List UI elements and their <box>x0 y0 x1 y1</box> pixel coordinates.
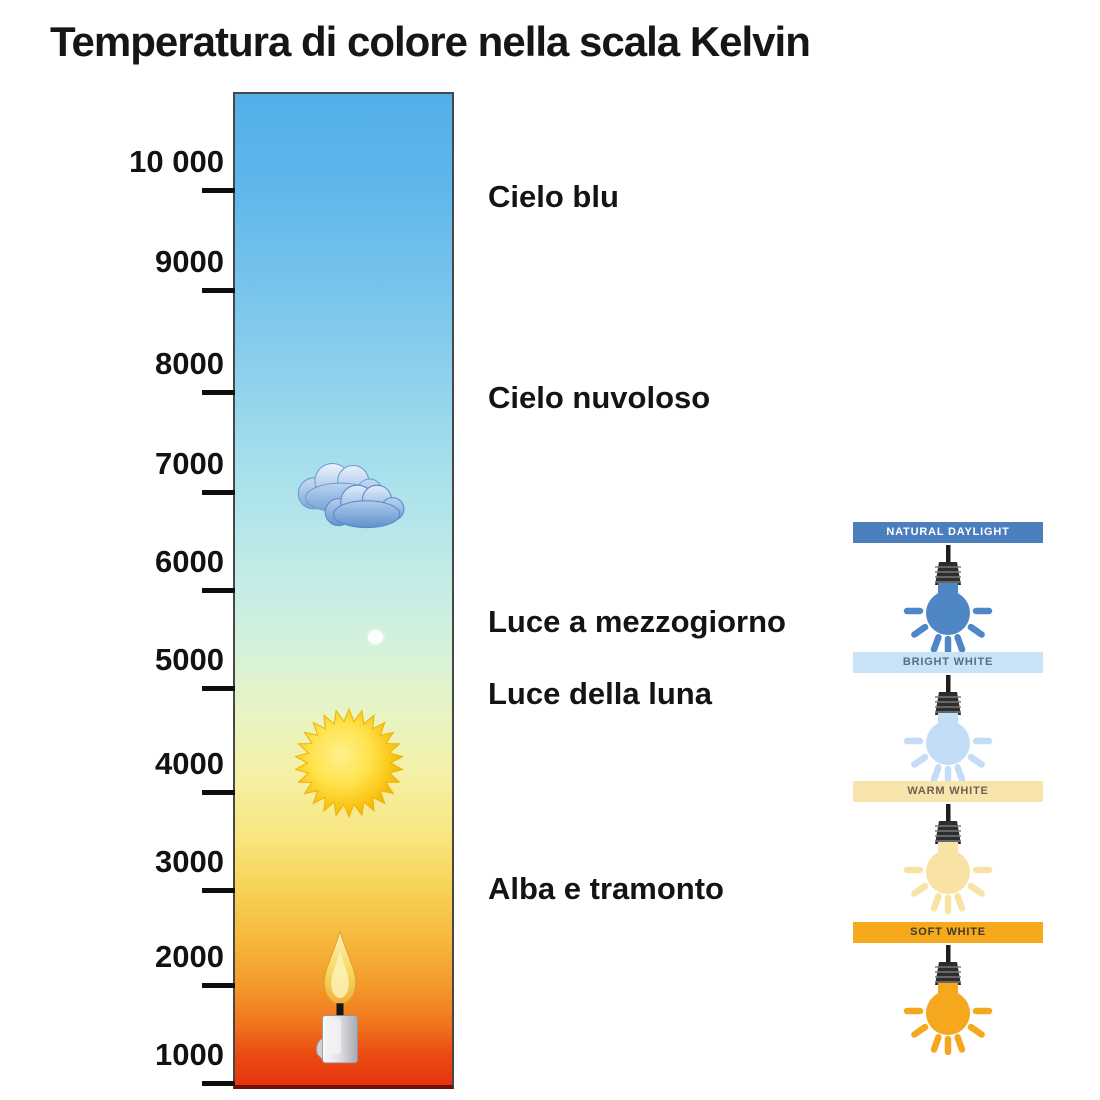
annotation-label: Alba e tramonto <box>488 871 724 906</box>
tick-label: 9000 <box>155 244 224 279</box>
bulb-banner-label: WARM WHITE <box>853 781 1043 802</box>
tick-mark <box>202 390 235 395</box>
bulb-banner-label: BRIGHT WHITE <box>853 652 1043 673</box>
candle-icon <box>316 929 358 1064</box>
tick-mark <box>202 588 235 593</box>
tick-label: 3000 <box>155 844 224 879</box>
bulb-icon <box>853 804 1043 914</box>
annotation-label: Luce a mezzogiorno <box>488 604 786 639</box>
tick-mark <box>202 1081 235 1086</box>
tick-label: 6000 <box>155 544 224 579</box>
tick-mark <box>202 686 235 691</box>
tick-label: 2000 <box>155 939 224 974</box>
bulb-banner-label: NATURAL DAYLIGHT <box>853 522 1043 543</box>
tick-mark <box>202 188 235 193</box>
bulb-icon <box>853 545 1043 655</box>
page-title: Temperatura di colore nella scala Kelvin <box>50 18 811 65</box>
bulb-icon <box>853 675 1043 785</box>
sun-icon <box>294 707 404 819</box>
tick-mark <box>202 983 235 988</box>
annotation-label: Cielo nuvoloso <box>488 380 711 415</box>
bulb-card: BRIGHT WHITE <box>853 652 1043 785</box>
tick-mark <box>202 288 235 293</box>
tick-mark <box>202 888 235 893</box>
tick-label: 1000 <box>155 1037 224 1072</box>
annotation-label: Luce della luna <box>488 676 712 711</box>
bulb-card: SOFT WHITE <box>853 922 1043 1055</box>
moon-icon <box>368 630 383 644</box>
tick-label: 8000 <box>155 346 224 381</box>
bulb-card: WARM WHITE <box>853 781 1043 914</box>
bulb-banner-label: SOFT WHITE <box>853 922 1043 943</box>
tick-label: 5000 <box>155 642 224 677</box>
bulb-card: NATURAL DAYLIGHT <box>853 522 1043 655</box>
tick-label: 4000 <box>155 746 224 781</box>
tick-mark <box>202 490 235 495</box>
tick-label: 7000 <box>155 446 224 481</box>
cloud-icon <box>297 462 405 529</box>
bulb-icon <box>853 945 1043 1055</box>
annotation-label: Cielo blu <box>488 179 619 214</box>
tick-label: 10 000 <box>129 144 224 179</box>
kelvin-gradient-bar <box>233 92 454 1089</box>
tick-mark <box>202 790 235 795</box>
